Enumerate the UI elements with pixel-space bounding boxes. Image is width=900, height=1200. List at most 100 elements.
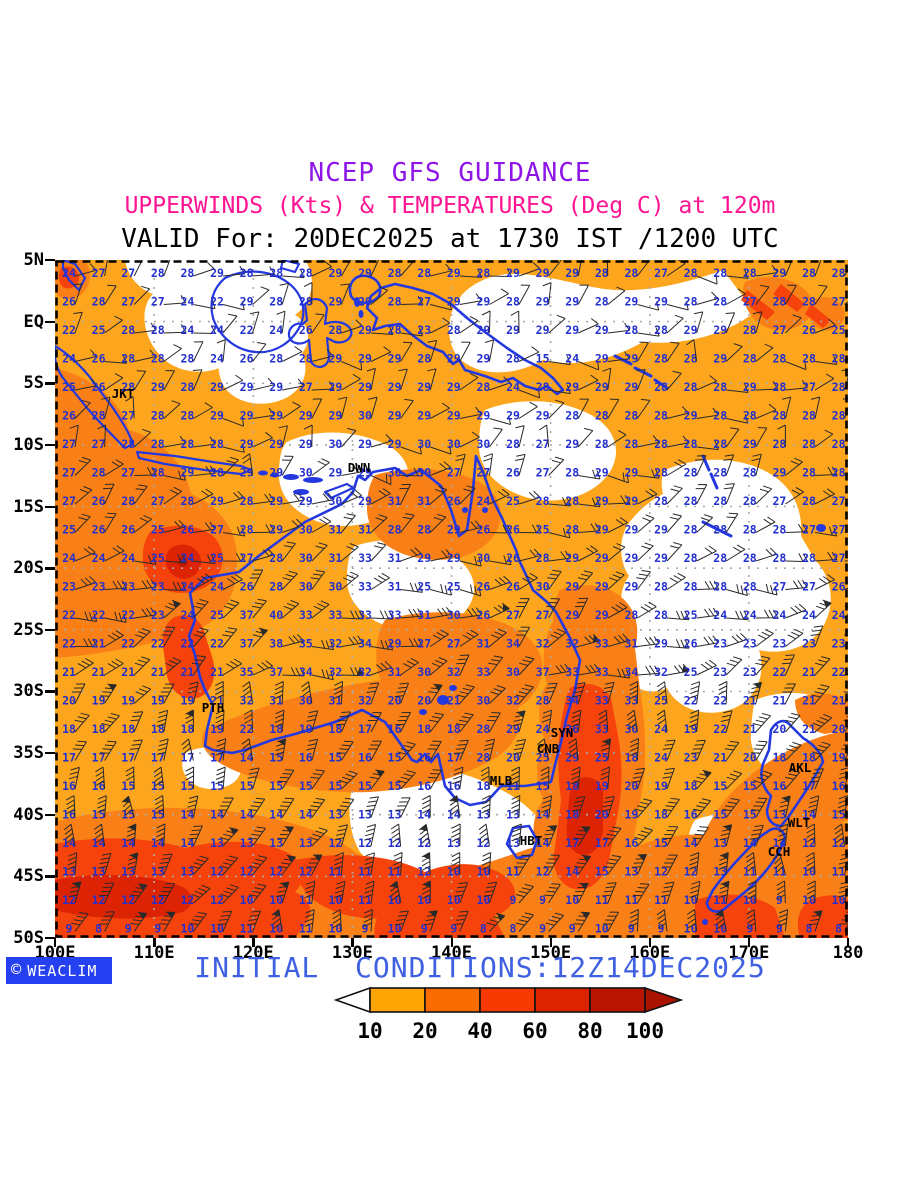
temperature-value: 10 <box>328 893 342 907</box>
wind-barb <box>430 301 452 311</box>
temperature-value: 28 <box>180 494 194 508</box>
temperature-value: 28 <box>536 551 550 565</box>
wind-barb <box>578 497 601 508</box>
temperature-value: 28 <box>210 437 224 451</box>
wind-barb <box>456 684 475 704</box>
temperature-value: 31 <box>388 665 402 679</box>
temperature-value: 29 <box>565 437 579 451</box>
temperature-value: 20 <box>506 751 520 765</box>
wind-barb <box>518 388 541 399</box>
lat-tick <box>45 936 55 940</box>
wind-barb-pennant <box>313 854 322 862</box>
wind-barb <box>656 681 668 704</box>
wind-barb-pennant <box>172 600 181 609</box>
temperature-value: 28 <box>743 523 757 537</box>
wind-barb <box>341 361 363 371</box>
wind-barb <box>629 738 639 761</box>
wind-barb <box>252 266 275 277</box>
temperature-value: 27 <box>92 266 106 280</box>
temperature-value: 28 <box>772 551 786 565</box>
legend-value: 10 <box>357 1019 382 1043</box>
temperature-value: 12 <box>62 893 76 907</box>
wind-barb <box>281 346 303 362</box>
wind-barb <box>181 738 194 761</box>
wind-barb <box>307 797 326 818</box>
temperature-value: 28 <box>240 494 254 508</box>
temperature-value: 28 <box>595 437 609 451</box>
wind-barb <box>814 284 828 305</box>
lat-label: 45S <box>13 866 44 887</box>
temperature-value: 16 <box>832 779 846 793</box>
wind-barb <box>607 602 628 619</box>
temperature-value: 13 <box>358 808 372 822</box>
wind-barb-pennant <box>602 738 611 746</box>
temperature-value: 14 <box>565 865 579 879</box>
temperature-value: 13 <box>713 836 727 850</box>
temperature-value: 22 <box>240 323 254 337</box>
temperature-value: 29 <box>358 437 372 451</box>
wind-barb <box>666 485 683 505</box>
temperature-value: 10 <box>565 893 579 907</box>
wind-barb <box>429 485 448 505</box>
temperature-value: 29 <box>210 380 224 394</box>
temperature-value: 11 <box>624 893 638 907</box>
temperature-value: 26 <box>447 494 461 508</box>
wind-barb <box>718 852 729 875</box>
temperature-value: 31 <box>388 494 402 508</box>
temperature-value: 10 <box>684 893 698 907</box>
wind-barb-pennant <box>497 913 505 921</box>
wind-barb <box>725 544 746 562</box>
wind-barb <box>785 380 808 391</box>
initial-conditions-line: INITIAL CONDITIONS:12Z14DEC2025 <box>194 951 766 984</box>
wind-barb <box>548 314 566 334</box>
wind-barb <box>222 599 240 619</box>
lat-tick <box>45 443 55 447</box>
temperature-value: 28 <box>180 409 194 423</box>
temperature-value: 12 <box>121 893 135 907</box>
wind-barb <box>636 341 649 362</box>
temperature-value: 29 <box>417 409 431 423</box>
temperature-value: 28 <box>654 608 668 622</box>
wind-barb <box>516 626 531 647</box>
temperature-value: 21 <box>832 694 846 708</box>
temperature-value: 9 <box>125 922 132 936</box>
temperature-value: 30 <box>536 580 550 594</box>
wind-barb <box>805 852 816 875</box>
temperature-value: 9 <box>362 922 369 936</box>
lon-tick <box>252 938 255 947</box>
temperature-value: 21 <box>743 722 757 736</box>
wind-barb <box>686 339 698 362</box>
temperature-value: 10 <box>684 922 698 936</box>
temperature-value: 22 <box>240 722 254 736</box>
temperature-value: 26 <box>506 580 520 594</box>
wind-barb <box>785 457 803 476</box>
wind-barb <box>400 327 423 337</box>
wind-barb <box>666 435 689 448</box>
wind-barb <box>603 855 622 875</box>
wind-barb <box>74 486 93 505</box>
temperature-value: 28 <box>595 409 609 423</box>
wind-barb <box>282 634 304 647</box>
temperature-value: 18 <box>62 722 76 736</box>
wind-barb <box>363 880 375 904</box>
wind-barb <box>755 485 773 505</box>
wind-barb <box>746 909 757 932</box>
temperature-value: 29 <box>595 494 609 508</box>
temperature-value: 28 <box>417 266 431 280</box>
temperature-value: 17 <box>180 751 194 765</box>
temperature-value: 26 <box>62 409 76 423</box>
temperature-value: 19 <box>121 694 135 708</box>
wind-barb <box>545 912 564 932</box>
page-subtitle: UPPERWINDS (Kts) & TEMPERATURES (Deg C) … <box>124 193 776 219</box>
temperature-value: 30 <box>299 466 313 480</box>
wind-barb <box>725 656 743 676</box>
temperature-value: 9 <box>539 893 546 907</box>
temperature-value: 21 <box>772 694 786 708</box>
lat-tick <box>45 875 55 878</box>
temperature-value: 10 <box>417 893 431 907</box>
wind-barb <box>281 570 298 590</box>
wind-barb <box>394 910 409 932</box>
temperature-value: 10 <box>595 922 609 936</box>
wind-barb-pennant <box>580 883 589 890</box>
